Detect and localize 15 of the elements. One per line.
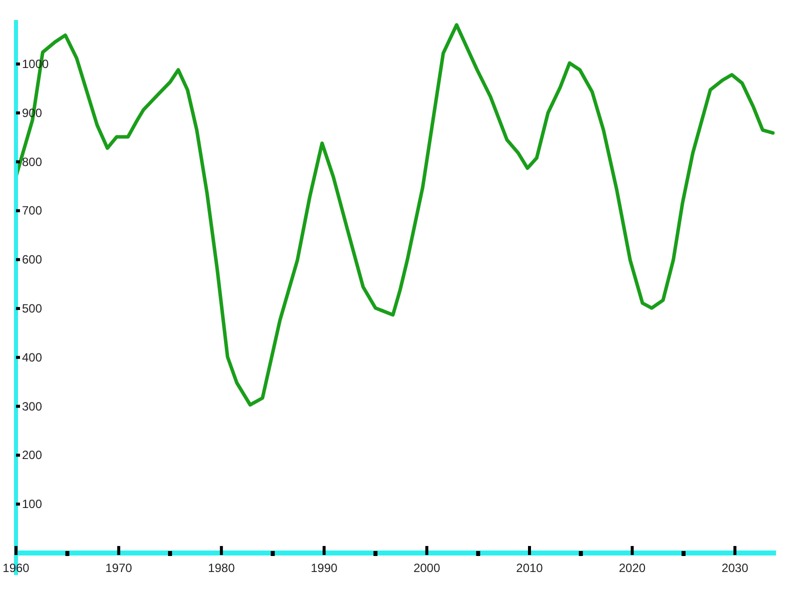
x-tick-label: 1980 xyxy=(208,561,236,575)
y-tick-label: 500 xyxy=(22,302,42,316)
x-tick-label: 2020 xyxy=(618,561,646,575)
x-tick-label: 2010 xyxy=(516,561,544,575)
y-tick-label: 200 xyxy=(22,448,42,462)
x-tick-label: 1970 xyxy=(105,561,132,575)
y-tick-label: 800 xyxy=(22,154,42,169)
y-tick-label: 100 xyxy=(22,497,42,512)
y-tick-label: 600 xyxy=(22,252,42,267)
y-tick-label: 300 xyxy=(22,399,42,414)
y-tick-label: 400 xyxy=(22,350,42,364)
x-tick-label: 1990 xyxy=(310,561,338,575)
x-tick-label: 2030 xyxy=(722,561,749,575)
y-tick-label: 700 xyxy=(22,204,42,218)
x-tick-label: 2000 xyxy=(413,561,440,575)
